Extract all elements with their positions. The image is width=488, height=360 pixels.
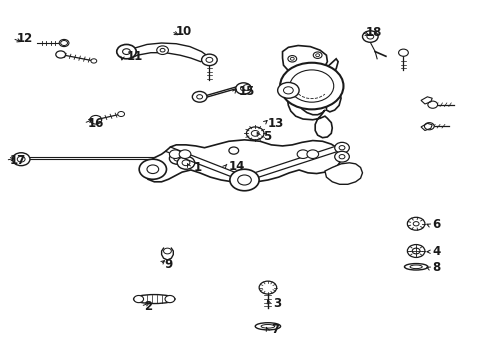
- Text: 3: 3: [272, 297, 280, 310]
- Circle shape: [334, 142, 348, 153]
- Circle shape: [259, 281, 276, 294]
- Circle shape: [407, 244, 424, 257]
- Circle shape: [280, 63, 343, 109]
- Text: 14: 14: [228, 160, 245, 173]
- Circle shape: [122, 49, 130, 54]
- Circle shape: [179, 150, 190, 158]
- Circle shape: [61, 41, 67, 45]
- Circle shape: [235, 83, 251, 94]
- Circle shape: [164, 296, 174, 303]
- Circle shape: [182, 160, 189, 166]
- Text: 15: 15: [238, 85, 255, 98]
- Circle shape: [56, 51, 65, 58]
- Polygon shape: [325, 163, 362, 184]
- Circle shape: [91, 59, 97, 63]
- Circle shape: [398, 49, 407, 56]
- Circle shape: [59, 40, 69, 46]
- Circle shape: [237, 175, 251, 185]
- Circle shape: [163, 248, 171, 254]
- Text: 2: 2: [144, 300, 152, 313]
- Circle shape: [173, 156, 180, 161]
- Circle shape: [427, 101, 437, 108]
- Circle shape: [243, 85, 250, 90]
- Polygon shape: [144, 140, 340, 183]
- Circle shape: [240, 86, 246, 91]
- Circle shape: [283, 87, 293, 94]
- Circle shape: [229, 169, 259, 191]
- Circle shape: [287, 55, 296, 62]
- Circle shape: [12, 153, 30, 166]
- Circle shape: [424, 123, 433, 130]
- Text: 7: 7: [271, 323, 279, 336]
- Text: 4: 4: [431, 245, 440, 258]
- Circle shape: [201, 54, 217, 66]
- Circle shape: [134, 296, 143, 303]
- Circle shape: [411, 248, 419, 254]
- Circle shape: [91, 116, 101, 123]
- Circle shape: [118, 112, 124, 117]
- Circle shape: [290, 57, 294, 60]
- Text: 9: 9: [163, 258, 172, 271]
- Circle shape: [334, 151, 348, 162]
- Circle shape: [313, 52, 322, 58]
- Circle shape: [362, 31, 377, 42]
- Circle shape: [338, 154, 344, 159]
- Ellipse shape: [133, 294, 175, 303]
- Circle shape: [117, 44, 136, 59]
- Ellipse shape: [255, 323, 280, 330]
- Circle shape: [228, 147, 238, 154]
- Circle shape: [196, 95, 202, 99]
- Ellipse shape: [261, 324, 274, 328]
- Circle shape: [192, 91, 206, 102]
- Circle shape: [169, 153, 184, 164]
- Ellipse shape: [404, 264, 427, 270]
- Circle shape: [338, 145, 344, 150]
- Circle shape: [297, 150, 308, 158]
- Circle shape: [147, 165, 158, 174]
- Circle shape: [315, 54, 319, 57]
- Circle shape: [157, 46, 168, 54]
- Text: 17: 17: [9, 154, 26, 167]
- Circle shape: [289, 70, 333, 102]
- Text: 6: 6: [431, 218, 440, 231]
- Circle shape: [246, 127, 264, 140]
- Text: 8: 8: [431, 261, 440, 274]
- Circle shape: [277, 82, 299, 98]
- Circle shape: [306, 150, 318, 158]
- Text: 5: 5: [263, 130, 271, 143]
- Circle shape: [412, 222, 418, 226]
- Polygon shape: [282, 45, 340, 138]
- Text: 10: 10: [175, 25, 191, 38]
- Text: 1: 1: [193, 161, 201, 174]
- Circle shape: [139, 159, 166, 179]
- Text: 12: 12: [16, 32, 33, 45]
- Circle shape: [177, 156, 194, 169]
- Circle shape: [90, 116, 102, 124]
- Text: 11: 11: [126, 50, 142, 63]
- Text: 13: 13: [267, 117, 284, 130]
- Circle shape: [17, 156, 25, 162]
- Circle shape: [160, 48, 164, 52]
- Circle shape: [407, 217, 424, 230]
- Circle shape: [205, 57, 212, 62]
- Text: 18: 18: [365, 26, 381, 39]
- Text: 16: 16: [87, 117, 103, 130]
- Circle shape: [169, 150, 181, 158]
- Circle shape: [251, 131, 259, 136]
- Circle shape: [366, 34, 373, 39]
- Ellipse shape: [409, 265, 421, 269]
